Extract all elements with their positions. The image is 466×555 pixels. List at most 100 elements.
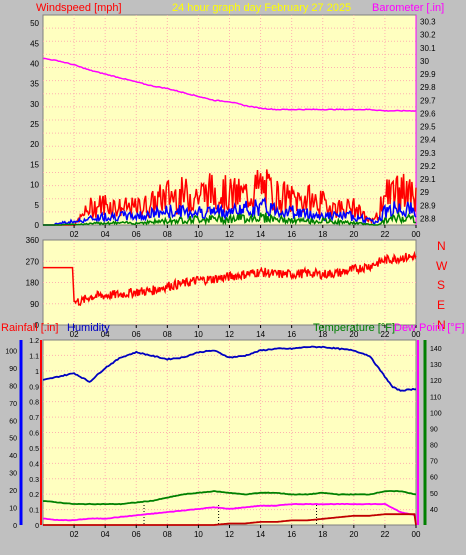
rainfall-y-tick-label: 1: [35, 369, 39, 376]
humidity-y-tick-label: 100: [5, 348, 17, 355]
rainfall-y-tick-label: 0.8: [29, 400, 39, 407]
wind-y-tick-label: 50: [30, 19, 39, 28]
humidity-y-tick-label: 40: [9, 453, 17, 460]
rain-humidity-temperature-panel: 0 0.1 0.2 0.3 0.4 0.5 0.6 0.7 0.8 0.9 1 1.1 1.2 0 10 20…: [5, 338, 441, 539]
wind-y-tick-label: 10: [30, 181, 39, 190]
direction-y-tick-label: 180: [26, 279, 40, 288]
wind-minimum-line: [43, 211, 417, 227]
x-tick-label: 14: [256, 230, 265, 239]
temperature-line: [42, 490, 417, 506]
wind-y-tick-label: 35: [30, 80, 39, 89]
direction-label-e: E: [437, 298, 445, 312]
temperature-y-tick-label: 40: [430, 507, 438, 514]
direction-label-n-bottom: N: [437, 318, 446, 332]
temperature-y-tick-label: 60: [430, 475, 438, 482]
barometer-y-tick-label: 28.8: [420, 214, 436, 223]
x-tick-label: 16: [287, 230, 296, 239]
x-tick-label: 02: [70, 330, 79, 339]
x-tick-label: 22: [380, 530, 389, 539]
x-tick-label: 00: [412, 230, 421, 239]
direction-label-s: S: [437, 278, 445, 292]
barometer-y-tick-label: 28.9: [420, 201, 436, 210]
barometer-y-tick-label: 30.3: [420, 18, 436, 27]
wind-y-tick-label: 45: [30, 39, 39, 48]
x-tick-label: 08: [163, 530, 172, 539]
barometer-y-tick-label: 30.1: [420, 44, 436, 53]
rainfall-y-tick-label: 0.6: [29, 431, 39, 438]
x-tick-label: 08: [163, 330, 172, 339]
barometer-axis-label: Barometer [.in]: [372, 2, 444, 14]
x-tick-label: 14: [256, 330, 265, 339]
wind-y-tick-label: 5: [35, 201, 40, 210]
x-tick-label: 06: [132, 530, 141, 539]
x-tick-label: 16: [287, 530, 296, 539]
direction-label-w: W: [436, 259, 448, 273]
direction-y-tick-label: 90: [30, 300, 39, 309]
wind-barometer-panel: 0 5 10 15 20 25 30 35 40 45 50 28.8 28.9 29 29.1 29.2 29…: [30, 14, 436, 239]
rainfall-y-tick-label: 1.1: [29, 353, 39, 360]
humidity-y-tick-label: 90: [9, 366, 17, 373]
temperature-axis-label: Temperature [°F]: [313, 322, 395, 334]
x-tick-label: 16: [287, 330, 296, 339]
x-tick-label: 20: [349, 330, 358, 339]
wind-y-tick-label: 30: [30, 100, 39, 109]
x-tick-label: 18: [318, 530, 327, 539]
humidity-y-tick-label: 80: [9, 383, 17, 390]
rainfall-y-tick-label: 0.7: [29, 415, 39, 422]
barometer-y-tick-label: 29.2: [420, 162, 436, 171]
wind-y-tick-label: 25: [30, 120, 39, 129]
x-tick-label: 04: [101, 330, 110, 339]
temperature-y-tick-label: 130: [430, 362, 442, 369]
x-tick-label: 08: [163, 230, 172, 239]
humidity-y-tick-label: 0: [13, 523, 17, 530]
humidity-y-tick-label: 30: [9, 471, 17, 478]
humidity-axis-label: Humidity: [67, 322, 110, 334]
temperature-y-tick-label: 140: [430, 346, 442, 353]
x-tick-label: 00: [412, 330, 421, 339]
rainfall-y-tick-label: 1.2: [29, 338, 39, 345]
humidity-y-tick-label: 50: [9, 436, 17, 443]
barometer-y-tick-label: 29.4: [420, 136, 436, 145]
barometer-y-tick-label: 29.3: [420, 149, 436, 158]
direction-y-tick-label: 360: [26, 236, 40, 245]
temperature-y-tick-label: 100: [430, 410, 442, 417]
x-tick-label: 02: [70, 530, 79, 539]
wind-average-line: [43, 196, 417, 226]
x-tick-label: 18: [318, 330, 327, 339]
x-tick-label: 12: [225, 230, 234, 239]
windspeed-axis-label: Windspeed [mph]: [36, 2, 122, 14]
x-tick-label: 22: [380, 230, 389, 239]
rainfall-y-tick-label: 0.9: [29, 384, 39, 391]
x-tick-label: 22: [380, 330, 389, 339]
temperature-y-tick-label: 80: [430, 443, 438, 450]
direction-y-tick-label: 0: [35, 321, 40, 330]
barometer-y-tick-label: 29.8: [420, 83, 436, 92]
temperature-y-tick-label: 120: [430, 378, 442, 385]
dewpoint-axis-label: Dew Point [°F]: [394, 322, 464, 334]
x-tick-label: 04: [101, 530, 110, 539]
temperature-y-tick-label: 110: [430, 394, 441, 401]
x-tick-label: 20: [349, 530, 358, 539]
barometer-y-tick-label: 29.5: [420, 123, 436, 132]
wind-direction-panel: 0 90 180 270 360 02 04 06 08 10 12 14 16 18 20 22 00: [26, 236, 421, 339]
rainfall-y-tick-label: 0.3: [29, 477, 39, 484]
barometer-y-tick-label: 29.7: [420, 96, 436, 105]
humidity-line: [42, 345, 417, 392]
rainfall-y-tick-label: 0.1: [29, 508, 39, 515]
x-tick-label: 02: [70, 230, 79, 239]
wind-y-tick-label: 0: [35, 221, 40, 230]
barometer-y-tick-label: 29.6: [420, 109, 436, 118]
barometer-y-tick-label: 29.9: [420, 70, 436, 79]
wind-direction-line: [43, 250, 417, 307]
x-tick-label: 12: [225, 330, 234, 339]
rainfall-y-tick-label: 0: [35, 523, 39, 530]
temperature-y-tick-label: 50: [430, 491, 438, 498]
barometer-y-tick-label: 29.1: [420, 175, 436, 184]
humidity-y-tick-label: 70: [9, 401, 17, 408]
x-tick-label: 10: [194, 330, 203, 339]
x-tick-label: 14: [256, 530, 265, 539]
barometer-y-tick-label: 30: [420, 57, 429, 66]
temperature-y-tick-label: 70: [430, 459, 438, 466]
dewpoint-line: [42, 502, 417, 522]
